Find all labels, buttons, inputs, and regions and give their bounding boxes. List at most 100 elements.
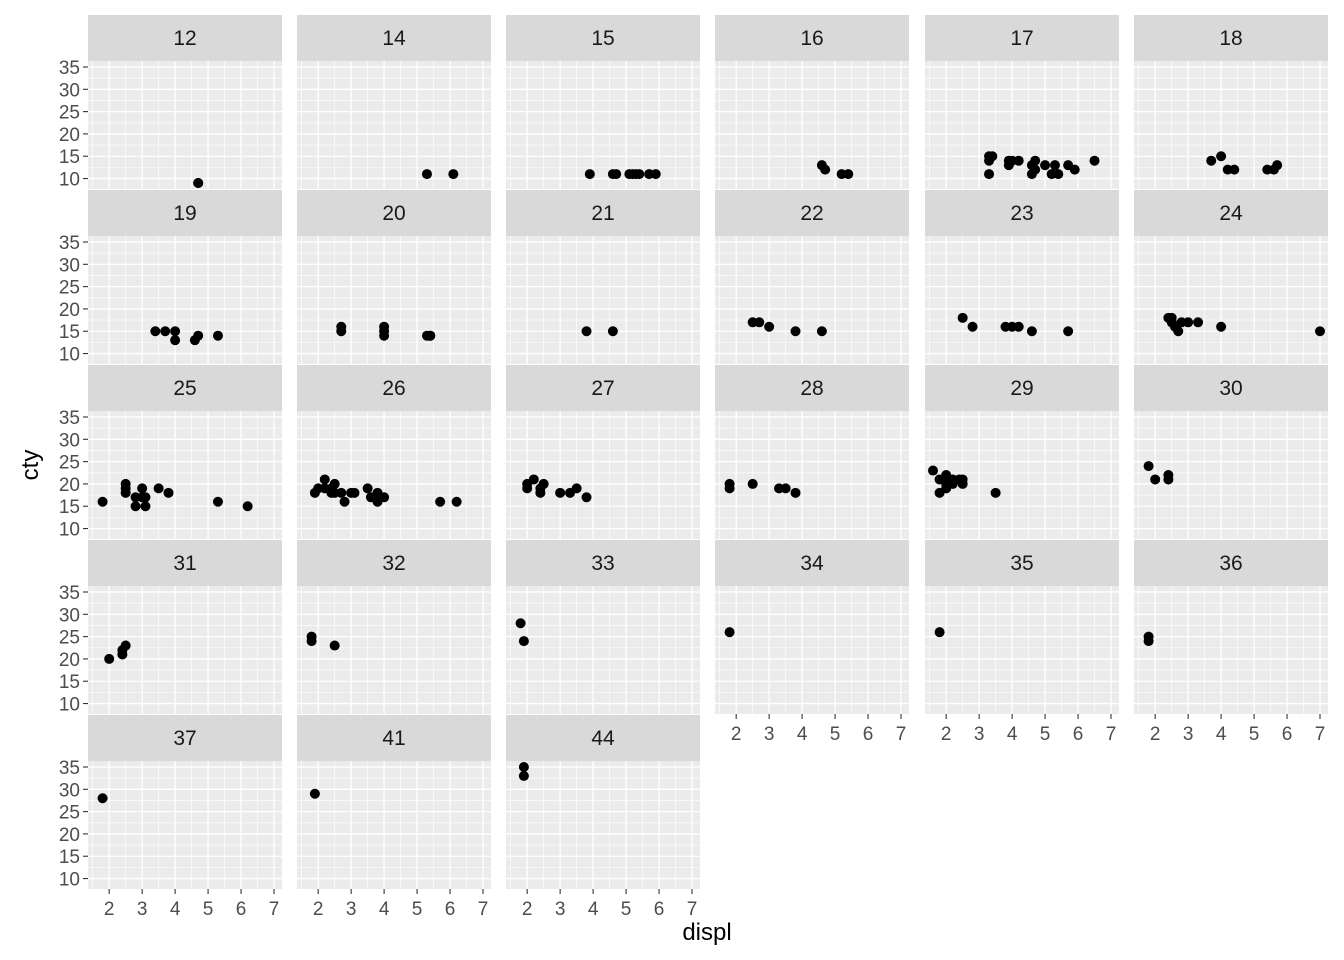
facet-strip <box>297 190 491 236</box>
facet-strip-label: 22 <box>800 202 823 225</box>
data-point <box>153 483 164 494</box>
data-point <box>820 164 831 175</box>
y-tick-label: 15 <box>59 147 80 168</box>
facet-strip <box>715 190 909 236</box>
y-tick-label: 25 <box>59 103 80 124</box>
y-tick-label: 25 <box>59 453 80 474</box>
data-point <box>379 321 390 332</box>
facet-strip <box>1134 365 1328 411</box>
data-point <box>339 496 350 507</box>
facet-strip <box>925 15 1119 61</box>
facet-panel-32: 32 <box>297 540 491 714</box>
facet-strip <box>1134 190 1328 236</box>
facet-panel-24: 24 <box>1134 190 1328 364</box>
panel-background <box>506 761 700 889</box>
y-tick-label: 15 <box>59 322 80 343</box>
data-point <box>130 501 141 512</box>
y-tick-label: 20 <box>59 125 80 146</box>
data-point <box>724 478 735 489</box>
data-point <box>306 631 317 642</box>
y-tick-label: 35 <box>59 408 80 429</box>
data-point <box>581 492 592 503</box>
facet-strip-label: 32 <box>382 552 405 575</box>
x-tick-label: 2 <box>104 899 115 920</box>
data-point <box>928 465 938 476</box>
x-tick-label: 3 <box>974 724 985 745</box>
x-tick-label: 6 <box>445 899 456 920</box>
data-point <box>1143 461 1154 472</box>
data-point <box>816 326 827 337</box>
y-tick-label: 30 <box>59 255 80 276</box>
data-point <box>1063 326 1074 337</box>
panel-background <box>715 586 909 714</box>
facet-panel-26: 26 <box>297 365 491 539</box>
data-point <box>754 317 765 328</box>
data-point <box>329 640 340 651</box>
data-point <box>140 492 151 503</box>
x-tick-label: 2 <box>1150 724 1161 745</box>
data-point <box>528 474 539 485</box>
data-point <box>319 474 330 485</box>
facet-panel-20: 20 <box>297 190 491 364</box>
x-tick-label: 5 <box>412 899 423 920</box>
y-tick-label: 35 <box>59 58 80 79</box>
data-point <box>957 474 968 485</box>
facet-strip-label: 36 <box>1219 552 1242 575</box>
panel-background <box>1134 411 1328 539</box>
panel-background <box>88 761 282 889</box>
y-tick-label: 10 <box>59 345 80 366</box>
facet-panel-17: 17 <box>925 15 1119 189</box>
data-point <box>1150 474 1161 485</box>
facet-strip-label: 17 <box>1010 27 1033 50</box>
data-point <box>97 496 108 507</box>
facet-panel-23: 23 <box>925 190 1119 364</box>
x-tick-label: 5 <box>203 899 214 920</box>
x-tick-label: 6 <box>654 899 665 920</box>
data-point <box>170 326 181 337</box>
x-tick-label: 4 <box>1216 724 1227 745</box>
data-point <box>120 478 131 489</box>
data-point <box>581 326 592 337</box>
panel-background <box>88 236 282 364</box>
facet-strip <box>297 715 491 761</box>
y-tick-label: 35 <box>59 758 80 779</box>
facet-strip <box>506 15 700 61</box>
data-point <box>790 326 801 337</box>
data-point <box>451 496 462 507</box>
data-point <box>1216 151 1227 162</box>
data-point <box>555 487 566 498</box>
data-point <box>747 478 758 489</box>
y-tick-label: 35 <box>59 583 80 604</box>
x-tick-label: 5 <box>830 724 841 745</box>
y-tick-label: 10 <box>59 695 80 716</box>
x-tick-label: 2 <box>313 899 324 920</box>
y-tick-label: 35 <box>59 233 80 254</box>
x-tick-label: 3 <box>346 899 357 920</box>
data-point <box>1053 169 1064 180</box>
facet-strip-label: 16 <box>800 27 823 50</box>
data-point <box>212 330 223 341</box>
y-tick-label: 30 <box>59 605 80 626</box>
panel-background <box>715 411 909 539</box>
facet-strip <box>925 540 1119 586</box>
data-point <box>518 762 529 772</box>
y-tick-label: 10 <box>59 870 80 891</box>
facet-strip-label: 31 <box>173 552 196 575</box>
data-point <box>1030 155 1041 166</box>
x-tick-label: 7 <box>1315 724 1326 745</box>
data-point <box>193 178 204 188</box>
x-tick-label: 2 <box>731 724 742 745</box>
data-point <box>362 483 373 494</box>
facet-panel-36: 36 2 3 4 5 6 7 <box>1134 540 1328 745</box>
y-tick-label: 20 <box>59 475 80 496</box>
y-tick-label: 20 <box>59 825 80 846</box>
facet-strip <box>715 540 909 586</box>
y-tick-label: 20 <box>59 300 80 321</box>
facet-strip-label: 33 <box>591 552 614 575</box>
data-point <box>150 326 161 337</box>
facet-panel-35: 35 2 3 4 5 6 7 <box>925 540 1119 745</box>
panel-background <box>297 236 491 364</box>
